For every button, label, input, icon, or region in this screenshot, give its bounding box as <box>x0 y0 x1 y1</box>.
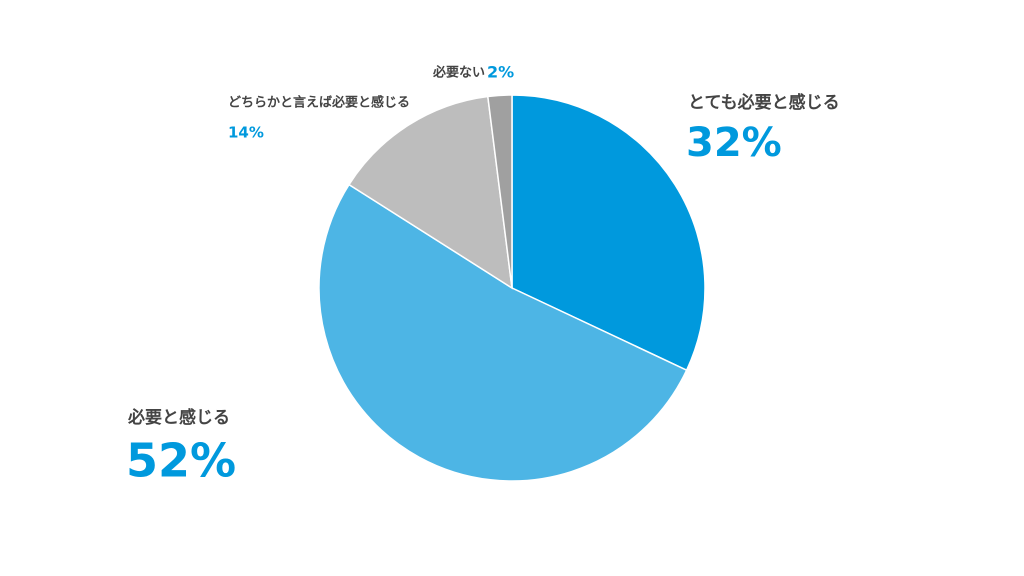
pie-slice <box>348 95 513 290</box>
slice-value-label: 52% <box>126 434 236 488</box>
slice-label: 必要ない <box>432 65 485 81</box>
slice-label: 必要と感じる <box>127 407 230 428</box>
slice-label: どちらかと言えば必要と感じる <box>228 95 410 111</box>
slice-label: とても必要と感じる <box>688 92 840 113</box>
pie-slice <box>511 94 706 372</box>
slice-value-label: 2% <box>487 63 514 82</box>
pie-slice <box>486 94 513 289</box>
slice-value-label: 14% <box>228 124 264 142</box>
pie-slice <box>318 183 688 482</box>
slice-value-label: 32% <box>686 120 782 166</box>
